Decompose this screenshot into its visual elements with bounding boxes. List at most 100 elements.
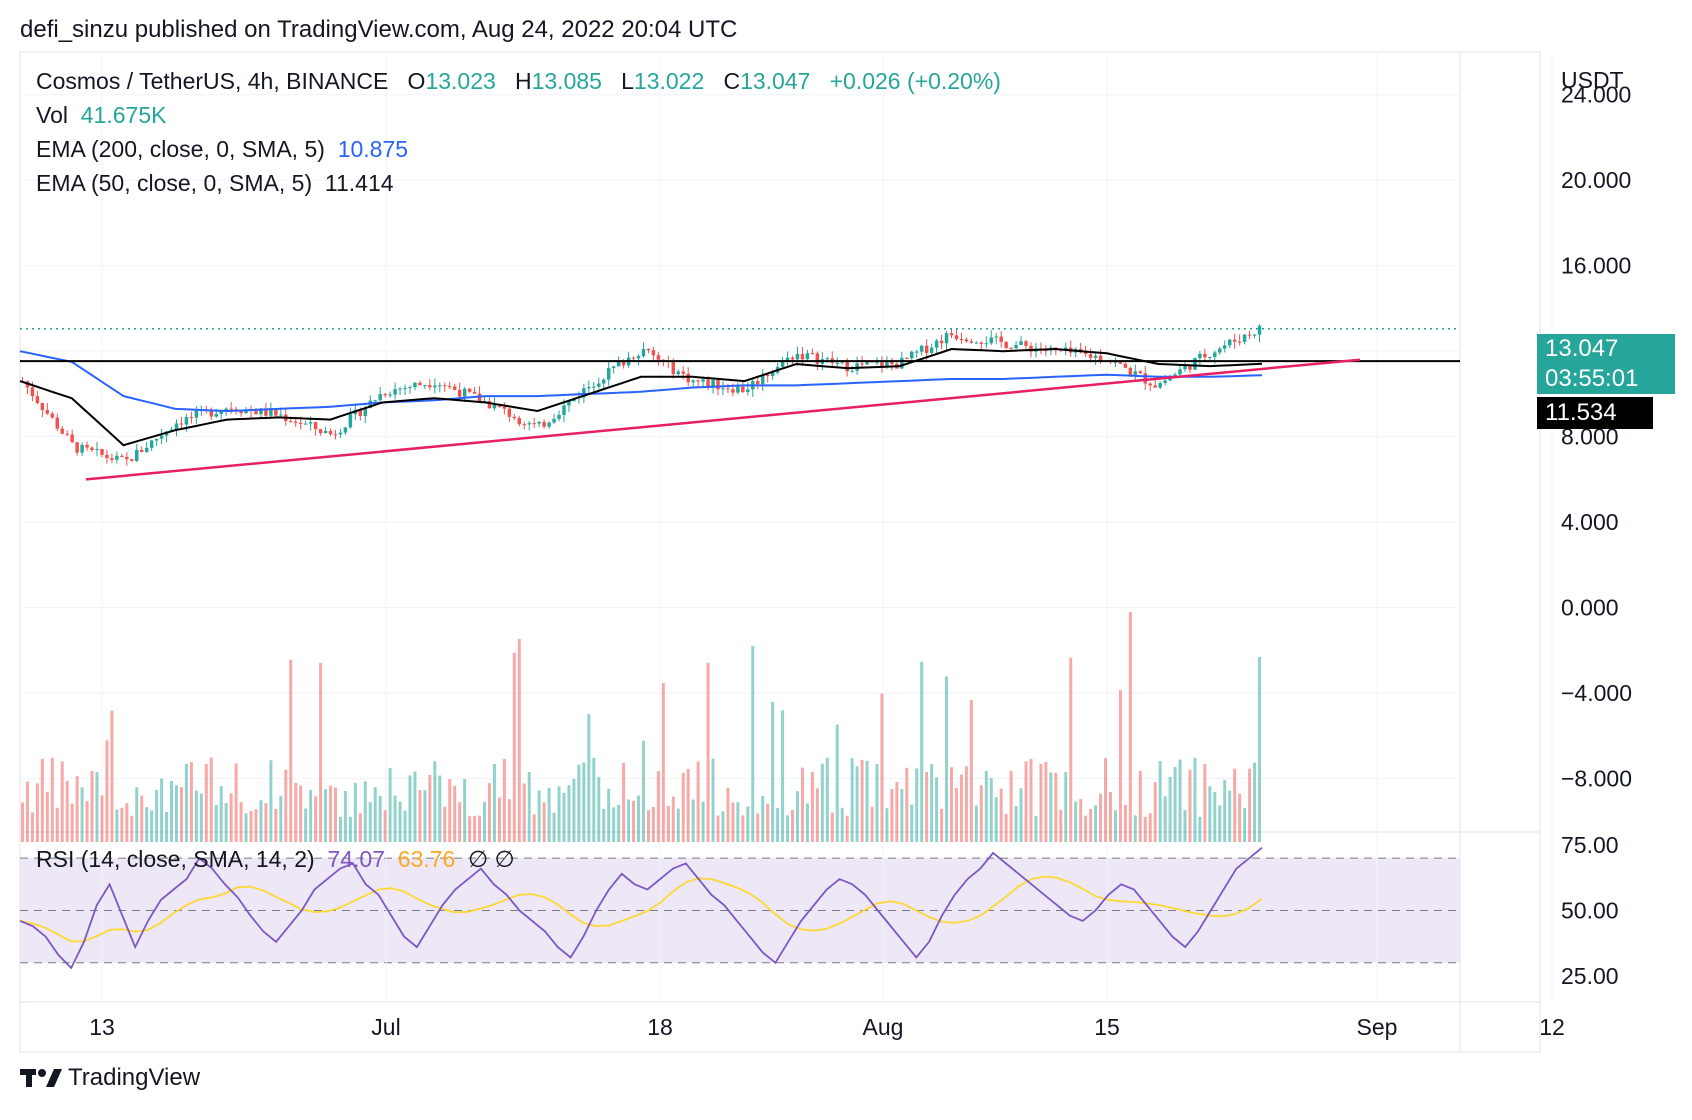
candle-body — [189, 417, 194, 419]
candle-body — [274, 409, 278, 416]
volume-bar — [607, 788, 611, 842]
candle-body — [696, 380, 700, 382]
volume-bar — [473, 815, 477, 842]
volume-bar — [676, 808, 680, 842]
volume-bar — [1148, 813, 1152, 842]
candle-body — [363, 408, 368, 416]
volume-bar — [150, 810, 154, 842]
volume-bar — [741, 815, 745, 842]
candle-body — [860, 363, 864, 365]
candle-body — [418, 382, 422, 386]
candle-body — [60, 428, 64, 434]
volume-bar — [592, 757, 596, 842]
candle-body — [681, 371, 685, 374]
volume-bar — [324, 789, 328, 842]
candle-body — [606, 368, 611, 380]
candle-body — [914, 351, 919, 353]
volume-bar — [850, 758, 854, 842]
candle-body — [383, 394, 387, 396]
candle-body — [95, 449, 99, 451]
volume-bar — [1004, 813, 1008, 842]
volume-bar — [1024, 761, 1028, 842]
candle-body — [636, 356, 641, 359]
candle-body — [552, 418, 556, 423]
volume-bar — [815, 788, 819, 842]
volume-bar — [1133, 815, 1137, 842]
volume-bar — [577, 764, 581, 842]
legend-symbol-row: Cosmos / TetherUS, 4h, BINANCE O13.023 H… — [36, 68, 1001, 95]
candle-body — [641, 348, 646, 357]
volume-bar — [964, 766, 968, 842]
legend-rsi-value: 74.07 — [327, 846, 386, 872]
level-price-tag: 11.534 — [1537, 397, 1653, 429]
volume-bar — [75, 776, 79, 842]
volume-bar — [681, 772, 685, 842]
volume-bar — [428, 774, 432, 842]
candle-body — [428, 385, 432, 388]
chart-frame — [19, 51, 1541, 1053]
candle-body — [338, 432, 343, 435]
candle-body — [209, 410, 214, 417]
candle-body — [1004, 341, 1008, 348]
volume-bar — [746, 806, 750, 842]
volume-bar — [140, 795, 144, 842]
candle-body — [885, 361, 889, 368]
ema50-line — [19, 347, 1263, 447]
candle-body — [1218, 348, 1222, 353]
candle-body — [910, 351, 914, 359]
time-tick-label: 12 — [1539, 1014, 1565, 1040]
candle-body — [323, 430, 328, 434]
legend-vol-value: 41.675K — [80, 102, 167, 128]
candle-body — [264, 408, 268, 416]
volume-bar — [1039, 763, 1043, 842]
volume-bar — [314, 796, 318, 842]
candles — [20, 324, 1262, 466]
volume-bar — [945, 676, 949, 842]
legend-ema50-row: EMA (50, close, 0, SMA, 5) 11.414 — [36, 170, 394, 197]
candle-body — [631, 357, 636, 359]
price-chart[interactable]: USDT24.00020.00016.00012.0008.0004.0000.… — [0, 0, 1692, 1060]
volume-bar — [756, 813, 760, 842]
candle-body — [1118, 361, 1123, 364]
candle-body — [174, 423, 179, 430]
volume-bar — [70, 803, 74, 842]
level-price-value: 11.534 — [1545, 399, 1617, 426]
volume-bar — [55, 807, 59, 842]
volume-bar — [696, 761, 700, 842]
candle-body — [120, 455, 124, 457]
volume-bar — [825, 757, 829, 842]
candle-body — [105, 454, 109, 459]
last-price-tag: 13.047 03:55:01 — [1537, 334, 1675, 394]
volume-bar — [468, 816, 472, 842]
legend-rsi-sma-value: 63.76 — [397, 846, 456, 872]
volume-bar — [646, 810, 650, 842]
volume-bar — [1019, 788, 1023, 842]
candle-body — [1198, 353, 1202, 359]
rsi-sma-line — [19, 875, 1263, 943]
volume-bar — [950, 767, 953, 842]
volume-bar — [641, 740, 645, 842]
candle-body — [711, 379, 715, 388]
candle-body — [492, 404, 497, 409]
volume-bar — [989, 778, 993, 842]
volume-bar — [289, 659, 293, 842]
volume-bar — [974, 805, 978, 842]
candle-body — [487, 400, 492, 409]
candle-body — [597, 383, 601, 387]
volume-bar — [403, 810, 407, 842]
volume-bar — [602, 808, 606, 842]
candle-body — [1123, 363, 1128, 368]
legend-open-label: O — [407, 68, 426, 94]
candle-body — [676, 371, 680, 375]
candle-body — [438, 385, 442, 387]
candle-body — [388, 394, 392, 396]
volume-bar — [1094, 805, 1098, 842]
volume-bar — [1069, 657, 1073, 842]
candle-body — [731, 389, 735, 393]
candle-body — [865, 361, 869, 365]
candle-body — [562, 405, 566, 415]
candle-body — [984, 343, 989, 345]
volume-bar — [239, 801, 243, 842]
candle-body — [1029, 345, 1033, 352]
volume-bar — [1248, 768, 1252, 842]
